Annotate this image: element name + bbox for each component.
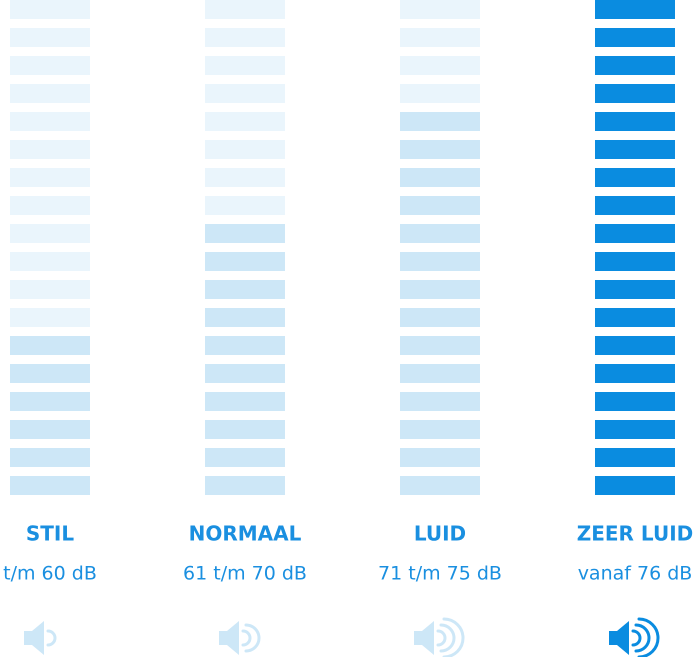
segment [400,364,480,383]
sound-wave [637,617,660,657]
level-label: ZEER LUID [577,522,694,546]
sound-wave [244,623,261,653]
segment [400,112,480,131]
speaker-icon [24,621,57,655]
segment [595,308,675,327]
segment [595,224,675,243]
speaker [219,621,239,655]
level-range: 71 t/m 75 dB [378,563,502,585]
segment [595,168,675,187]
segment [400,196,480,215]
level-label: LUID [414,522,466,546]
segment [400,336,480,355]
segment [595,84,675,103]
segment [205,56,285,75]
speaker [414,621,434,655]
segment [10,112,90,131]
segment [10,448,90,467]
sound-wave [442,617,465,657]
sound-wave [631,629,642,647]
segment [400,140,480,159]
segment [400,476,480,495]
segment [10,56,90,75]
segment [595,0,675,19]
segment [400,84,480,103]
segment [205,392,285,411]
segment [10,476,90,495]
segment [205,168,285,187]
segment [595,196,675,215]
segment [205,0,285,19]
segment [400,448,480,467]
sound-wave [436,629,447,647]
segment [400,308,480,327]
segment [205,476,285,495]
segment [10,84,90,103]
segment [595,448,675,467]
segment [205,84,285,103]
level-range: 61 t/m 70 dB [183,563,307,585]
segment [10,392,90,411]
segment [205,112,285,131]
sound-wave [46,629,57,647]
segment [595,28,675,47]
speaker [24,621,44,655]
segment [400,224,480,243]
segment [10,224,90,243]
segment [595,364,675,383]
speaker-icon [414,617,465,657]
segment [595,336,675,355]
segment [595,112,675,131]
segment [205,308,285,327]
segment [10,28,90,47]
segment [205,280,285,299]
segment [400,252,480,271]
segment [205,364,285,383]
speaker-icon [219,621,261,655]
segment [595,476,675,495]
segment [595,140,675,159]
segment [595,420,675,439]
level-range: t/m 60 dB [3,563,97,585]
segment [595,280,675,299]
sound-wave [439,623,456,653]
segment [400,0,480,19]
segment [205,196,285,215]
segment [595,252,675,271]
segment [10,0,90,19]
segment [205,28,285,47]
segment [205,336,285,355]
sound-wave [634,623,651,653]
segment [205,140,285,159]
segment [10,252,90,271]
speaker-icon [609,617,660,657]
segment [10,420,90,439]
segment [400,28,480,47]
segment [10,308,90,327]
segment [10,196,90,215]
level-label: STIL [26,522,74,546]
level-label: NORMAAL [189,522,302,546]
segment [10,364,90,383]
segment [400,56,480,75]
segment [205,252,285,271]
segment [595,392,675,411]
segment [400,280,480,299]
segment [595,56,675,75]
level-range: vanaf 76 dB [578,563,693,585]
segment [400,420,480,439]
segment [400,168,480,187]
speaker [609,621,629,655]
segment [10,280,90,299]
segment [205,420,285,439]
segment [400,392,480,411]
segment [10,336,90,355]
segment [205,224,285,243]
segment [10,140,90,159]
sound-wave [241,629,252,647]
segment [10,168,90,187]
segment [205,448,285,467]
